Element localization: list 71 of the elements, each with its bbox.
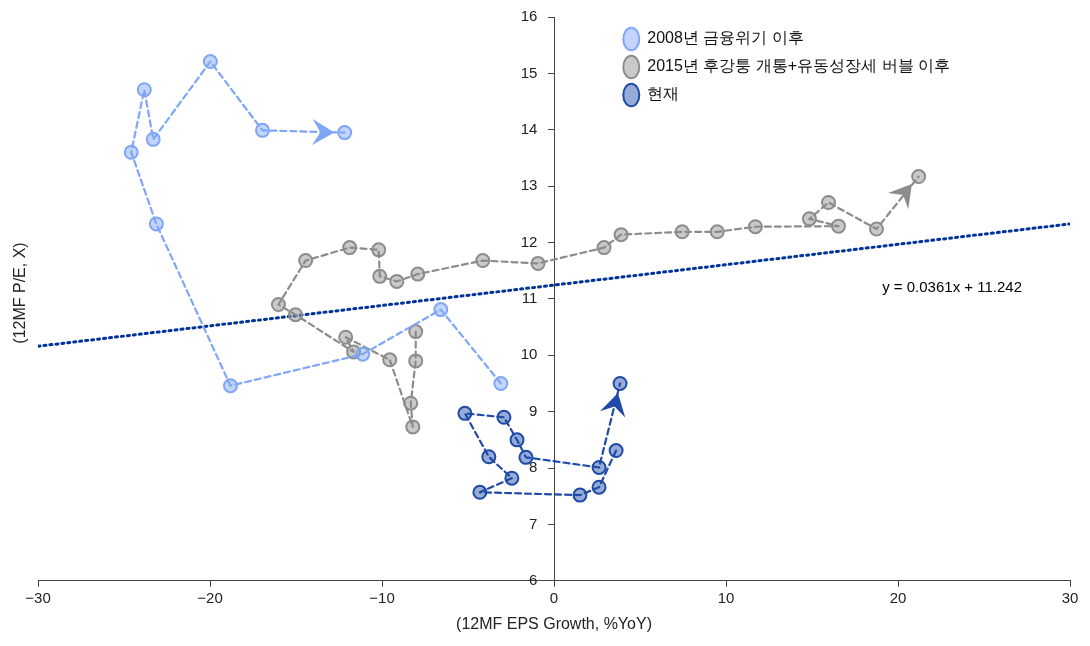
point <box>372 268 388 284</box>
point <box>801 211 817 227</box>
point <box>612 375 628 391</box>
point <box>145 131 161 147</box>
point <box>403 395 419 411</box>
x-axis-title: (12MF EPS Growth, %YoY) <box>456 614 652 632</box>
y-tick-label: 8 <box>528 458 554 476</box>
legend-label: 현재 <box>647 85 680 103</box>
point <box>509 432 525 448</box>
point <box>355 346 371 362</box>
point <box>270 297 286 313</box>
point <box>608 443 624 459</box>
point <box>382 352 398 368</box>
y-tick-label: 16 <box>520 7 554 25</box>
point <box>572 487 588 503</box>
point <box>481 449 497 465</box>
y-tick-label: 11 <box>521 289 554 307</box>
point <box>869 221 884 237</box>
point <box>410 266 426 282</box>
y-tick-label: 7 <box>528 514 554 532</box>
point <box>287 307 303 323</box>
point <box>747 219 763 235</box>
annotation: y = 0.0361x + 11.242 <box>882 278 1022 295</box>
point <box>493 375 509 391</box>
point <box>338 329 354 345</box>
x-tick-label: 30 <box>1061 588 1079 606</box>
point <box>408 353 424 369</box>
point <box>591 459 607 475</box>
point <box>405 419 421 435</box>
point <box>123 144 139 160</box>
point <box>530 255 546 271</box>
point <box>337 125 353 141</box>
point <box>371 242 387 258</box>
point <box>389 273 405 289</box>
point <box>613 227 629 243</box>
point <box>674 224 690 240</box>
point <box>591 479 607 495</box>
x-tick-label: −20 <box>197 588 223 606</box>
legend-label: 2015년 후강퉁 개통+유동성장세 버블 이후 <box>647 57 950 75</box>
point <box>222 378 238 394</box>
point <box>821 194 837 210</box>
point <box>457 405 473 421</box>
point <box>472 484 488 500</box>
point <box>136 82 152 98</box>
point <box>475 253 491 269</box>
point <box>148 216 164 232</box>
x-tick-label: 20 <box>889 588 907 606</box>
point <box>342 240 358 256</box>
point <box>254 122 270 138</box>
point <box>709 224 725 240</box>
y-tick-label: 13 <box>520 176 554 194</box>
legend-label: 2008년 금융위기 이후 <box>647 29 804 47</box>
x-tick-label: −30 <box>25 588 51 606</box>
x-tick-label: 0 <box>549 588 559 606</box>
y-tick-label: 15 <box>520 63 554 81</box>
x-tick-label: −10 <box>369 588 395 606</box>
point <box>504 470 520 486</box>
y-tick-label: 9 <box>528 401 554 419</box>
point <box>433 302 449 318</box>
point <box>496 409 512 425</box>
point <box>408 324 424 340</box>
point <box>202 54 218 70</box>
y-tick-label: 12 <box>520 232 554 250</box>
point <box>596 240 612 256</box>
point <box>911 169 927 185</box>
x-tick-label: 10 <box>717 588 735 606</box>
y-tick-label: 14 <box>520 119 554 137</box>
y-axis-title: (12MF P/E, X) <box>11 242 29 344</box>
y-tick-label: 10 <box>520 345 554 363</box>
point <box>830 218 846 234</box>
point <box>298 253 314 269</box>
